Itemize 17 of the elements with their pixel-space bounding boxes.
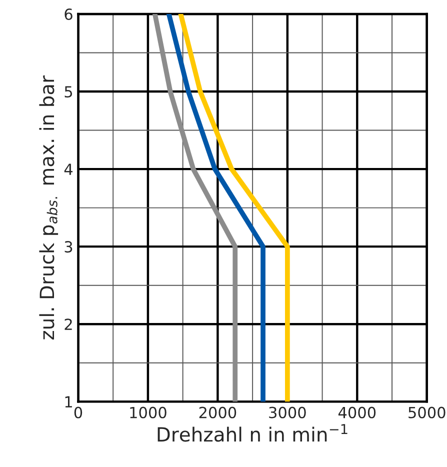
y-tick-label: 1 [65, 396, 72, 408]
x-tick-label: 0 [74, 406, 82, 418]
x-tick-label: 1000 [130, 406, 166, 418]
x-tick-label: 3000 [269, 406, 306, 418]
x-axis-title: Drehzahl n in min$^{−1}$ [158, 424, 348, 442]
x-tick-label: 5000 [408, 406, 446, 418]
y-tick-label: 3 [64, 241, 72, 253]
line-series [178, 14, 290, 402]
y-tick-label: 4 [64, 164, 73, 175]
line-series [166, 14, 266, 402]
y-axis-title: zul. Druck p$_{abs.}$ max. in bar [39, 75, 58, 340]
y-tick-label: 6 [64, 8, 72, 20]
y-tick-label: 2 [64, 318, 72, 330]
x-tick-label: 4000 [338, 406, 376, 418]
x-tick-label: 2000 [199, 406, 236, 418]
line-series [152, 14, 238, 402]
y-tick-label: 5 [64, 86, 72, 98]
